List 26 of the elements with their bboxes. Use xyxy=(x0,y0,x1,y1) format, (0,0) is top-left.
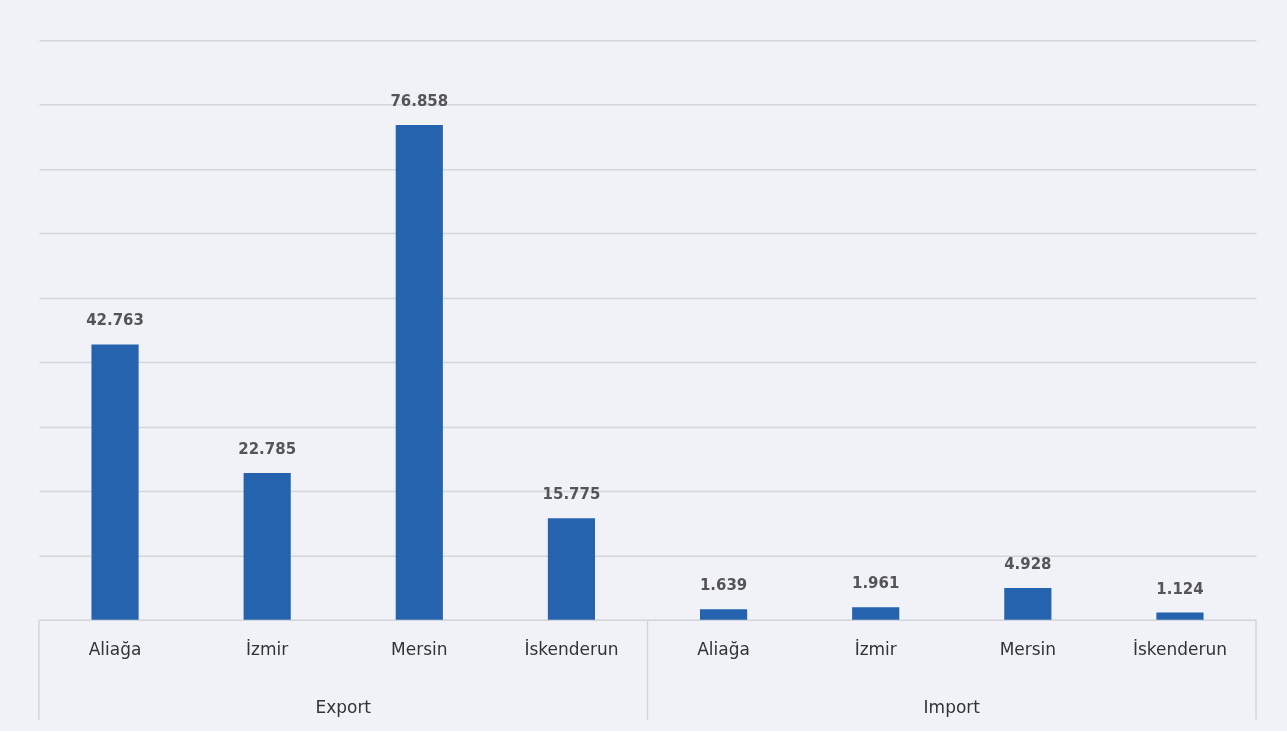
data-label: 15.775 xyxy=(542,485,601,504)
data-label: 42.763 xyxy=(86,311,144,330)
bar xyxy=(547,518,596,620)
x-tick-label: İskenderun xyxy=(1132,639,1227,660)
bar xyxy=(1004,588,1052,620)
text: Import xyxy=(923,696,981,717)
bar xyxy=(1156,612,1204,620)
x-tick-label: İzmir xyxy=(246,639,289,660)
x-tick-label: Mersin xyxy=(999,639,1057,660)
bar xyxy=(699,609,748,620)
data-label: 22.785 xyxy=(238,440,297,459)
x-tick-label: Mersin xyxy=(391,639,448,660)
data-label: 1.961 xyxy=(852,574,900,593)
bar xyxy=(852,607,900,620)
data-label: 1.124 xyxy=(1156,579,1204,598)
x-tick-label: Aliağa xyxy=(697,639,750,660)
x-tick-label: Aliağa xyxy=(88,639,142,660)
x-tick-label: İskenderun xyxy=(524,639,619,660)
x-tick-label: İzmir xyxy=(854,639,897,660)
data-label: 76.858 xyxy=(390,91,449,110)
data-label: 4.928 xyxy=(1004,555,1052,574)
text: Export xyxy=(315,696,372,717)
bar xyxy=(243,473,291,620)
bar xyxy=(91,344,139,620)
bar xyxy=(395,124,443,620)
data-label: 1.639 xyxy=(699,576,748,595)
